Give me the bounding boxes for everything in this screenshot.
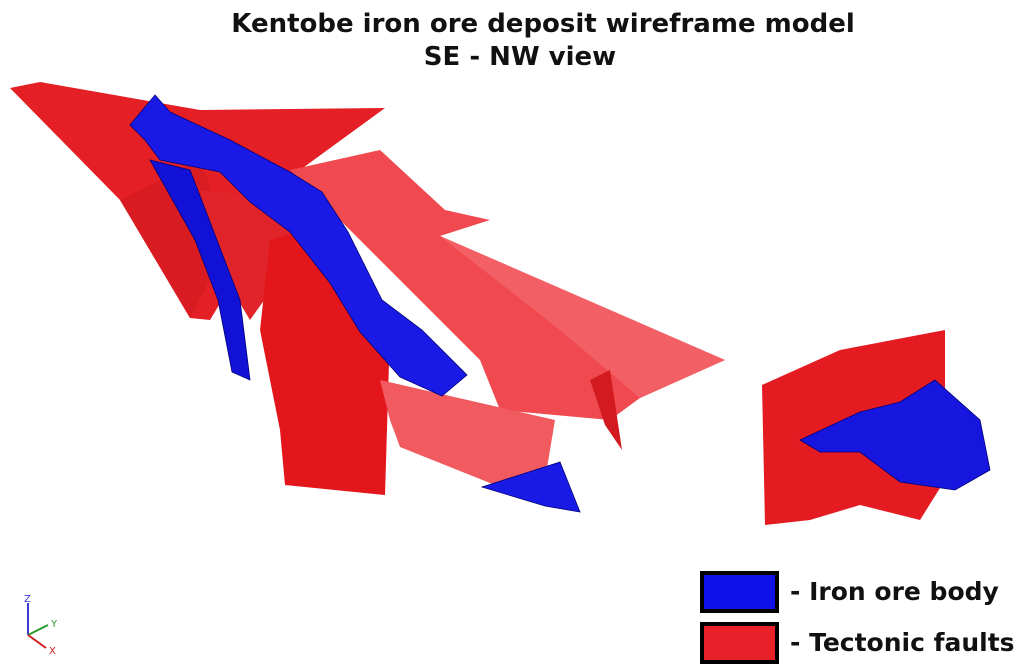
fault-surfaces: [10, 82, 945, 525]
x-label: X: [49, 646, 56, 657]
y-axis: [28, 625, 48, 635]
legend-label: - Tectonic faults: [790, 628, 1015, 657]
x-axis: [28, 635, 46, 648]
y-label: Y: [50, 619, 58, 630]
title: Kentobe iron ore deposit wireframe model: [231, 9, 855, 39]
legend: - Iron ore body - Tectonic faults: [702, 573, 1015, 662]
legend-label: - Iron ore body: [790, 577, 999, 606]
axis-triad: Z Y X: [24, 594, 58, 657]
legend-swatch: [702, 573, 777, 611]
legend-swatch: [702, 624, 777, 662]
model-view: Kentobe iron ore deposit wireframe model…: [0, 0, 1023, 666]
z-label: Z: [24, 594, 31, 605]
subtitle: SE - NW view: [424, 42, 616, 72]
